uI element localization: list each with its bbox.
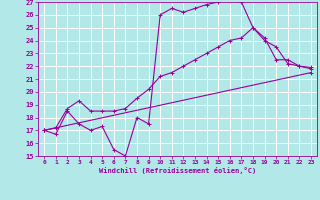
X-axis label: Windchill (Refroidissement éolien,°C): Windchill (Refroidissement éolien,°C) [99,167,256,174]
